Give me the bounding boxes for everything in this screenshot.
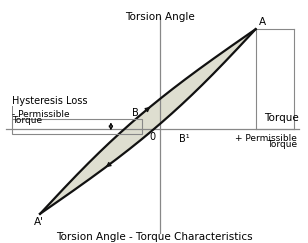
Text: Torque: Torque <box>264 113 299 123</box>
Text: Torsion Angle - Torque Characteristics: Torsion Angle - Torque Characteristics <box>56 232 252 242</box>
Text: Torsion Angle: Torsion Angle <box>125 12 195 22</box>
Text: A: A <box>259 17 266 27</box>
Text: Hysteresis Loss: Hysteresis Loss <box>12 96 88 106</box>
Text: B¹: B¹ <box>179 134 189 144</box>
Text: A': A' <box>34 217 44 227</box>
Text: 0: 0 <box>149 132 156 142</box>
Text: + Permissible: + Permissible <box>235 134 297 143</box>
Text: - Permissible: - Permissible <box>12 110 70 119</box>
Text: B: B <box>132 108 139 118</box>
Polygon shape <box>40 29 256 214</box>
Text: Torque: Torque <box>267 140 297 149</box>
Bar <box>12 119 142 134</box>
Text: Torque: Torque <box>12 116 43 125</box>
